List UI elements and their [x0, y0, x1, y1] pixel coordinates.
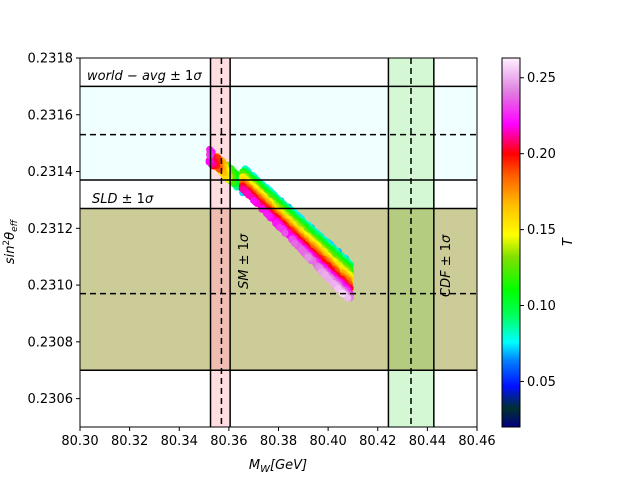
scatter-point	[291, 240, 299, 248]
colorbar-tick-label: 0.05	[527, 375, 556, 390]
x-axis-label: MW[GeV]	[249, 458, 307, 475]
band-lines	[80, 58, 477, 427]
scatter-point	[276, 223, 284, 232]
x-tick-label: 80.46	[458, 434, 495, 449]
cdf-annotation: CDF ± 1σ	[439, 234, 454, 297]
x-tick-label: 80.38	[260, 434, 297, 449]
x-tick-label: 80.40	[310, 434, 347, 449]
scatter-point	[244, 190, 253, 198]
y-axis-ticks: 0.2306 0.2308 0.2310 0.2312 0.2314 0.2316 0.23…	[28, 52, 80, 407]
colorbar-label: T	[561, 237, 576, 246]
scatter-point	[281, 229, 289, 237]
scatter-point	[262, 209, 271, 217]
y-tick-label: 0.2316	[28, 108, 74, 123]
colorbar-tick-label: 0.10	[527, 299, 556, 314]
y-tick-label: 0.2310	[28, 279, 74, 294]
y-tick-label: 0.2308	[28, 335, 74, 350]
scatter-point	[297, 246, 305, 254]
x-axis-ticks: 80.30 80.32 80.34 80.36 80.38 80.40 80.42 80.44…	[61, 427, 496, 449]
colorbar-tick-label: 0.25	[527, 71, 556, 86]
scatter-point	[304, 253, 312, 262]
colorbar-tick-label: 0.15	[527, 223, 556, 238]
scatter-point	[250, 196, 258, 205]
scatter-point	[205, 158, 213, 166]
scatter-point	[344, 294, 352, 302]
y-axis-label: sin2θeff	[2, 218, 20, 264]
scatter-point	[321, 271, 329, 279]
y-tick-label: 0.2312	[28, 222, 74, 237]
sld-annotation: SLD ± 1σ	[92, 192, 154, 207]
y-tick-label: 0.2314	[28, 165, 74, 180]
sm-sld-overlap	[210, 208, 231, 371]
x-tick-label: 80.32	[111, 434, 148, 449]
colorbar-ticks: 0.05 0.10 0.15 0.20 0.25	[520, 71, 556, 390]
y-tick-label: 0.2306	[28, 392, 74, 407]
y-tick-label: 0.2318	[28, 52, 74, 67]
sm-annotation: SM ± 1σ	[237, 233, 252, 289]
colorbar	[501, 57, 521, 428]
bands-layer	[80, 58, 477, 427]
x-tick-label: 80.44	[409, 434, 446, 449]
x-tick-label: 80.30	[61, 434, 98, 449]
scatter-point	[334, 284, 342, 293]
x-tick-label: 80.42	[359, 434, 396, 449]
x-tick-label: 80.34	[161, 434, 198, 449]
x-tick-label: 80.36	[210, 434, 247, 449]
colorbar-tick-label: 0.20	[527, 147, 556, 162]
world-avg-annotation: world − avg ± 1σ	[87, 69, 202, 84]
scatter-point	[329, 279, 337, 287]
